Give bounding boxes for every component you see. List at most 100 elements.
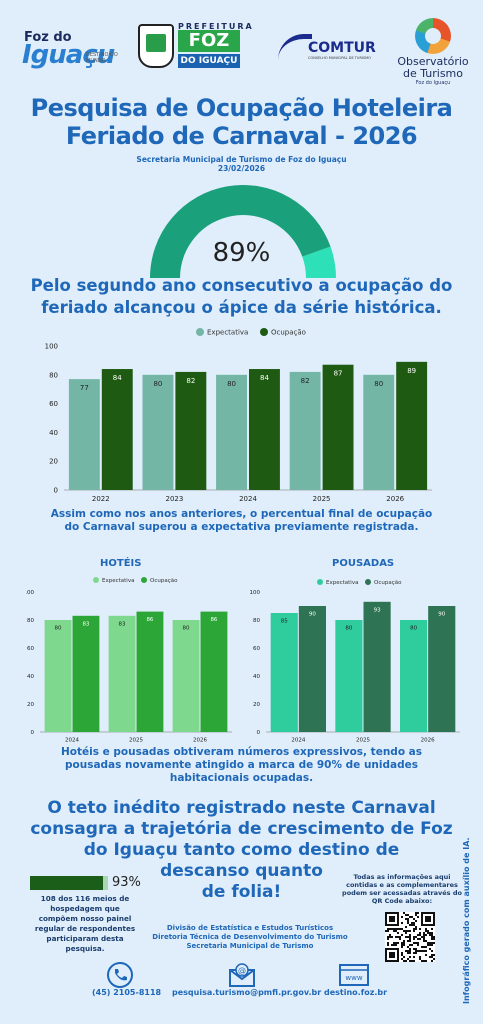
qr-description: Todas as informações aqui contidas e as … bbox=[342, 873, 462, 905]
foz-logo-line2: Iguaçu bbox=[22, 40, 115, 70]
participation-note: 108 dos 116 meios de hospedagem que comp… bbox=[30, 894, 140, 954]
x-tick-label: 2024 bbox=[291, 738, 305, 744]
bar bbox=[200, 611, 228, 732]
y-tick-label: 40 bbox=[49, 429, 58, 437]
email-address[interactable]: pesquisa.turismo@pmfi.pr.gov.br bbox=[172, 988, 322, 997]
bar bbox=[101, 369, 133, 490]
paragraph-2-line1: Hotéis e pousadas obtiveram números expr… bbox=[60, 746, 423, 758]
division-line2: Diretoria Técnica de Desenvolvimento do … bbox=[152, 933, 348, 941]
note-mid: dos bbox=[55, 894, 76, 903]
paragraph-1-line1: Assim como nos anos anteriores, o percen… bbox=[50, 508, 433, 520]
x-tick-label: 2025 bbox=[129, 738, 143, 744]
headline-line1: Pelo segundo ano consecutivo a ocupação … bbox=[30, 276, 453, 295]
hoteis-chart: Expectativa Ocupação 0 20 40 60 80 100 80 83 2024 8… bbox=[26, 577, 232, 744]
prefeitura-do-iguacu: DO IGUAÇU bbox=[178, 54, 240, 68]
x-tick-label: 2026 bbox=[421, 738, 435, 744]
bar-value-label: 87 bbox=[334, 370, 343, 378]
pousadas-title: POUSADAS bbox=[332, 558, 395, 569]
bar-value-label: 83 bbox=[119, 621, 126, 627]
bar-value-label: 80 bbox=[227, 380, 236, 388]
bar bbox=[270, 613, 298, 732]
y-tick-label: 60 bbox=[27, 646, 34, 652]
paragraph-1: Assim como nos anos anteriores, o percen… bbox=[0, 508, 483, 534]
city-crest-icon bbox=[138, 24, 174, 68]
x-tick-label: 2024 bbox=[65, 738, 79, 744]
svg-text:@: @ bbox=[238, 966, 246, 975]
legend-marker bbox=[93, 577, 99, 583]
bar bbox=[172, 620, 200, 732]
bar-value-label: 83 bbox=[82, 621, 89, 627]
participation-progress-fill bbox=[30, 876, 103, 890]
bar-value-label: 80 bbox=[55, 626, 62, 632]
bar bbox=[322, 364, 354, 490]
division-line3: Secretaria Municipal de Turismo bbox=[186, 942, 314, 950]
bar bbox=[175, 371, 207, 490]
y-tick-label: 100 bbox=[26, 590, 34, 596]
bar-value-label: 86 bbox=[146, 617, 153, 623]
page-subtitle: Secretaria Municipal de Turismo de Foz d… bbox=[136, 155, 347, 164]
pousadas-chart: Expectativa Ocupação 0 20 40 60 80 100 85 90 2024 8… bbox=[250, 579, 460, 744]
comtur-name: COMTUR bbox=[308, 40, 376, 56]
bar-value-label: 90 bbox=[438, 612, 445, 618]
bar-value-label: 90 bbox=[309, 612, 316, 618]
gauge-value: 89% bbox=[212, 238, 271, 268]
email-icon: @ bbox=[229, 963, 255, 987]
qr-code-icon[interactable] bbox=[385, 912, 435, 962]
y-tick-label: 0 bbox=[257, 730, 261, 736]
y-tick-label: 20 bbox=[49, 458, 58, 466]
division-line1: Divisão de Estatística e Estudos Turísti… bbox=[166, 924, 334, 932]
paragraph-1-line2: do Carnaval superou a expectativa previa… bbox=[64, 521, 419, 533]
y-tick-label: 40 bbox=[27, 674, 34, 680]
bar-value-label: 82 bbox=[301, 377, 310, 385]
phone-icon bbox=[107, 962, 133, 988]
bar-value-label: 80 bbox=[153, 380, 162, 388]
legend-marker bbox=[260, 328, 268, 336]
gauge-fill bbox=[150, 185, 331, 279]
closing-line2: consagra a trajetória de crescimento de … bbox=[30, 819, 453, 839]
bar-value-label: 80 bbox=[374, 380, 383, 388]
y-tick-label: 100 bbox=[45, 342, 58, 350]
bar bbox=[142, 374, 174, 490]
bar bbox=[136, 611, 164, 732]
prefeitura-label: PREFEITURA bbox=[178, 22, 254, 31]
legend-label: Expectativa bbox=[102, 578, 134, 584]
foz-logo-tag: DESTINO DO MUNDO bbox=[86, 52, 118, 64]
prefeitura-logo: PREFEITURA FOZ DO IGUAÇU bbox=[138, 22, 252, 74]
bar bbox=[335, 620, 363, 732]
closing-line5: de folia! bbox=[201, 882, 282, 902]
legend-marker bbox=[141, 577, 147, 583]
division-info: Divisão de Estatística e Estudos Turísti… bbox=[120, 924, 380, 951]
bar-value-label: 84 bbox=[260, 374, 269, 382]
paragraph-2: Hotéis e pousadas obtiveram números expr… bbox=[0, 746, 483, 785]
bar bbox=[108, 615, 136, 732]
bar bbox=[363, 374, 395, 490]
legend-marker bbox=[365, 579, 371, 585]
ai-note: Infográfico gerado com auxílio de IA. bbox=[462, 837, 471, 1004]
bar bbox=[400, 620, 428, 732]
legend-label: Ocupação bbox=[374, 580, 402, 586]
bar-value-label: 84 bbox=[113, 374, 122, 382]
legend-marker bbox=[317, 579, 323, 585]
hoteis-title: HOTÉIS bbox=[100, 558, 142, 569]
page-date: 23/02/2026 bbox=[217, 164, 266, 173]
observatorio-title: Observatório de Turismo bbox=[397, 55, 469, 80]
website-url[interactable]: destino.foz.br bbox=[324, 988, 388, 997]
y-tick-label: 80 bbox=[253, 618, 260, 624]
closing-line4: descanso quanto bbox=[160, 861, 323, 881]
legend-label: Ocupação bbox=[150, 578, 178, 584]
x-tick-label: 2024 bbox=[239, 495, 257, 503]
comtur-subtitle: CONSELHO MUNICIPAL DE TURISMO bbox=[308, 56, 371, 60]
www-label: www bbox=[345, 974, 362, 982]
note-count-2: 116 bbox=[75, 894, 91, 903]
paragraph-2-line2: pousadas novamente atingido a marca de 9… bbox=[64, 759, 418, 771]
foz-do-iguacu-logo: Foz do Iguaçu DESTINO DO MUNDO bbox=[22, 26, 118, 88]
headline: Pelo segundo ano consecutivo a ocupação … bbox=[0, 275, 483, 319]
y-tick-label: 80 bbox=[27, 618, 34, 624]
x-tick-label: 2022 bbox=[92, 495, 110, 503]
bar bbox=[249, 369, 280, 490]
bar-value-label: 80 bbox=[410, 626, 417, 632]
x-tick-label: 2026 bbox=[386, 495, 404, 503]
note-rest: meios de hospedagem que compõem nosso pa… bbox=[34, 894, 136, 953]
x-tick-label: 2026 bbox=[193, 738, 207, 744]
phone-number[interactable]: (45) 2105-8118 bbox=[92, 988, 162, 997]
